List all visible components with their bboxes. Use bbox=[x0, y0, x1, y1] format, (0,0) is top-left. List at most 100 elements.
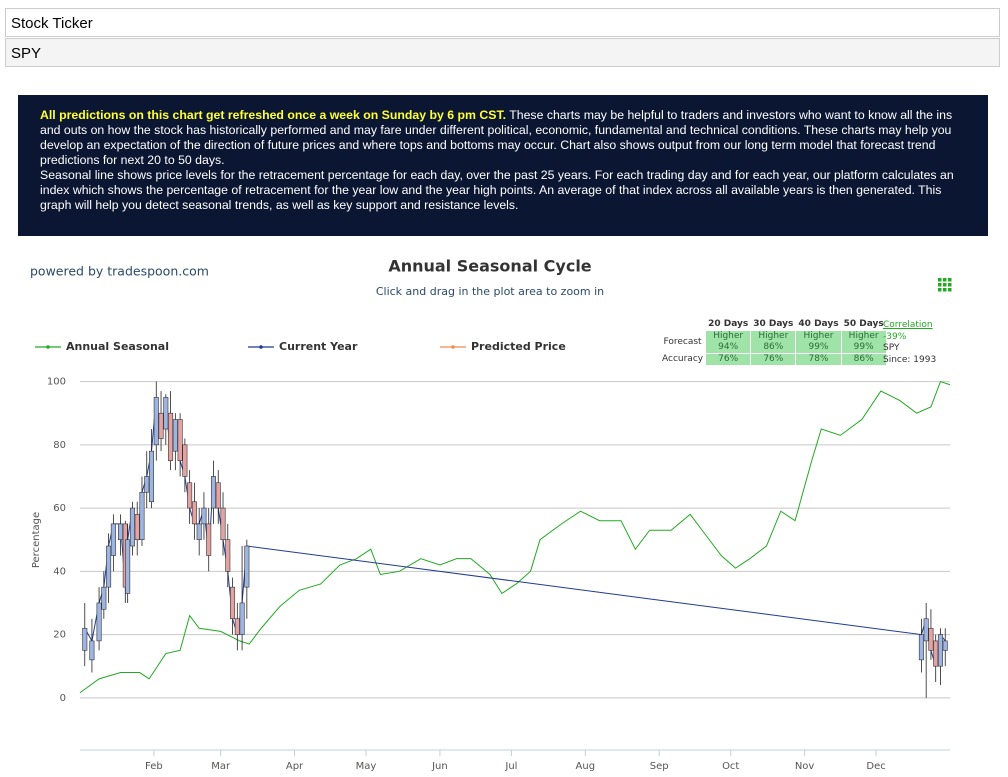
forecast-direction: Higher bbox=[848, 331, 879, 341]
candle-body bbox=[928, 627, 934, 651]
accuracy-cell: 76% bbox=[705, 353, 752, 366]
candle-body bbox=[923, 618, 929, 642]
candle-body bbox=[933, 640, 939, 667]
correlation-link[interactable]: Correlation bbox=[883, 320, 933, 330]
candle-body bbox=[225, 539, 231, 572]
chart-title: Annual Seasonal Cycle bbox=[388, 257, 591, 276]
ticker-label: Stock Ticker bbox=[5, 8, 1000, 37]
candle-body bbox=[134, 514, 140, 541]
forecast-value: 99% bbox=[808, 342, 829, 352]
col-header: 40 Days bbox=[795, 318, 842, 331]
forecast-direction: Higher bbox=[803, 331, 834, 341]
candle-body bbox=[230, 586, 236, 620]
candle-body bbox=[149, 450, 155, 503]
x-tick-label: Feb bbox=[145, 761, 163, 772]
candle-body bbox=[172, 419, 178, 452]
candle-body bbox=[191, 501, 197, 525]
forecast-cell: Higher 94% bbox=[705, 330, 752, 354]
candle-body bbox=[153, 397, 159, 446]
forecast-cell: Higher 99% bbox=[795, 330, 842, 354]
candle-body bbox=[158, 412, 164, 439]
candle-body bbox=[234, 618, 240, 635]
correlation-value: -39% bbox=[883, 331, 907, 342]
row-label: Accuracy bbox=[658, 353, 707, 366]
y-tick-label: 80 bbox=[53, 440, 66, 451]
x-tick-label: Oct bbox=[722, 761, 739, 772]
forecast-value: 86% bbox=[763, 342, 784, 352]
candle-body bbox=[106, 545, 112, 588]
forecast-value: 94% bbox=[718, 342, 739, 352]
x-tick-label: Sep bbox=[650, 761, 669, 772]
y-axis-label: Percentage bbox=[31, 512, 42, 568]
forecast-direction: Higher bbox=[758, 331, 789, 341]
y-tick-label: 40 bbox=[53, 566, 66, 577]
candle-body bbox=[168, 412, 174, 461]
x-tick-label: Dec bbox=[866, 761, 885, 772]
symbol: SPY bbox=[883, 343, 900, 353]
menu-icon[interactable] bbox=[938, 278, 952, 292]
notice-text: These charts may be helpful to traders a… bbox=[40, 108, 953, 167]
candle-body bbox=[89, 640, 95, 661]
candle-body bbox=[182, 444, 188, 477]
y-tick-label: 60 bbox=[53, 503, 66, 514]
candle-body bbox=[129, 507, 135, 547]
accuracy-cell: 78% bbox=[795, 353, 842, 366]
legend-label: Predicted Price bbox=[471, 340, 566, 353]
x-tick-label: Jul bbox=[504, 761, 517, 772]
legend-label: Annual Seasonal bbox=[66, 340, 169, 353]
forecast-value: 99% bbox=[853, 342, 874, 352]
row-label: Forecast bbox=[658, 330, 707, 354]
chart-subtitle: Click and drag in the plot area to zoom … bbox=[376, 285, 604, 298]
notice-highlight: All predictions on this chart get refres… bbox=[40, 108, 507, 122]
x-tick-label: May bbox=[356, 761, 377, 772]
candle-body bbox=[139, 491, 145, 541]
x-tick-label: Jun bbox=[431, 761, 448, 772]
candle-body bbox=[942, 640, 948, 651]
forecast-cell: Higher 99% bbox=[840, 330, 887, 354]
x-tick-label: Nov bbox=[795, 761, 815, 772]
col-header: 20 Days bbox=[705, 318, 752, 331]
accuracy-cell: 76% bbox=[750, 353, 797, 366]
candle-body bbox=[82, 627, 88, 651]
candle-body bbox=[96, 602, 102, 642]
forecast-table: 20 Days 30 Days 40 Days 50 Days Forecast Hig… bbox=[658, 318, 887, 366]
candle-body bbox=[196, 523, 202, 541]
legend-marker bbox=[46, 345, 50, 349]
correlation: Correlation -39% SPY Since: 1993 bbox=[883, 320, 936, 366]
forecast-direction: Higher bbox=[713, 331, 744, 341]
accuracy-cell: 86% bbox=[840, 353, 887, 366]
since: Since: 1993 bbox=[883, 354, 937, 365]
legend-marker bbox=[451, 345, 455, 349]
candle-body bbox=[110, 523, 116, 556]
y-tick-label: 20 bbox=[53, 630, 66, 641]
current-year-line bbox=[84, 397, 946, 667]
candle-body bbox=[206, 523, 212, 556]
candle-body bbox=[187, 482, 193, 509]
legend-label: Current Year bbox=[279, 340, 358, 353]
y-tick-label: 100 bbox=[47, 377, 66, 388]
ticker-input[interactable]: SPY bbox=[5, 38, 1000, 67]
col-header: 30 Days bbox=[750, 318, 797, 331]
candle-body bbox=[210, 476, 216, 509]
candle-body bbox=[125, 539, 131, 594]
candle-body bbox=[144, 476, 150, 493]
candle-body bbox=[918, 634, 924, 661]
x-tick-label: Aug bbox=[576, 761, 596, 772]
col-header: 50 Days bbox=[840, 318, 887, 331]
candle-body bbox=[118, 523, 124, 541]
seasonal-line bbox=[79, 380, 951, 694]
legend-marker bbox=[259, 345, 263, 349]
candle-body bbox=[937, 634, 943, 667]
candle-body bbox=[201, 507, 207, 525]
forecast-cell: Higher 86% bbox=[750, 330, 797, 354]
candle-body bbox=[220, 507, 226, 541]
candle-body bbox=[177, 419, 183, 461]
notice-text: Seasonal line shows price levels for the… bbox=[40, 168, 954, 212]
candle-body bbox=[239, 602, 245, 635]
candle-body bbox=[163, 397, 169, 430]
notice: All predictions on this chart get refres… bbox=[18, 95, 988, 236]
powered-by: powered by tradespoon.com bbox=[30, 264, 209, 279]
x-tick-label: Apr bbox=[286, 761, 304, 772]
